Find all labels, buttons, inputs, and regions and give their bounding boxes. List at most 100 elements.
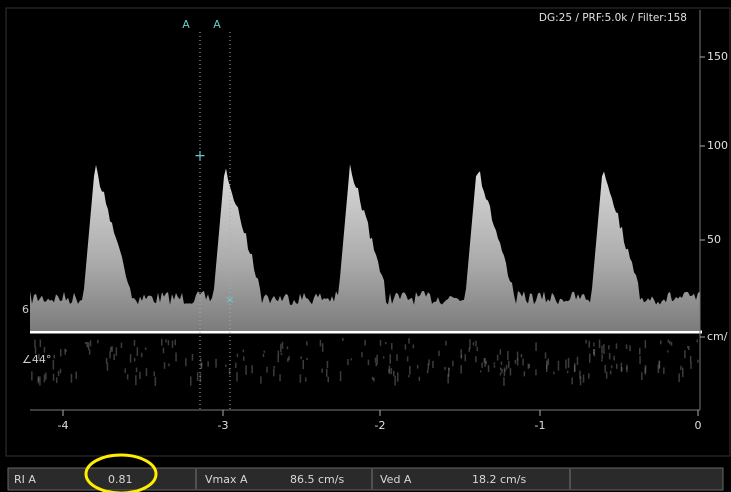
noise-speck <box>464 354 466 362</box>
noise-speck <box>516 351 519 361</box>
noise-speck <box>388 365 391 375</box>
noise-speck <box>658 360 661 368</box>
noise-speck <box>404 344 407 350</box>
noise-speck <box>191 353 194 361</box>
noise-speck <box>34 346 37 354</box>
scale-label: cm/ <box>707 330 728 343</box>
settings: DG:25 / PRF:5.0k / Filter:158 <box>539 12 687 24</box>
noise-speck <box>167 340 170 346</box>
noise-speck <box>535 369 537 376</box>
noise-speck <box>657 364 660 374</box>
noise-speck <box>129 354 132 363</box>
noise-speck <box>426 369 429 374</box>
scale-label: 50 <box>707 233 721 246</box>
noise-speck <box>601 354 603 360</box>
noise-speck <box>397 372 399 382</box>
noise-speck <box>52 373 55 381</box>
noise-speck <box>199 373 202 383</box>
noise-speck <box>165 339 167 343</box>
noise-speck <box>190 376 192 386</box>
noise-speck <box>522 358 524 366</box>
noise-speck <box>171 340 174 348</box>
noise-speck <box>135 375 137 386</box>
noise-speck <box>133 340 136 346</box>
noise-speck <box>280 353 283 356</box>
noise-speck <box>367 359 370 366</box>
noise-speck <box>321 368 323 373</box>
noise-speck <box>97 339 99 344</box>
noise-speck <box>678 373 680 383</box>
noise-speck <box>658 365 661 369</box>
noise-speck <box>573 365 576 372</box>
cursor-label: A <box>182 18 190 31</box>
noise-speck <box>347 359 349 366</box>
noise-speck <box>566 370 569 374</box>
angle-label: ∠44° <box>22 353 51 366</box>
noise-speck <box>644 367 646 375</box>
noise-speck <box>644 340 647 349</box>
noise-speck <box>113 354 115 360</box>
noise-speck <box>52 360 55 370</box>
noise-speck <box>326 368 328 377</box>
noise-speck <box>339 371 342 382</box>
noise-speck <box>200 357 202 362</box>
status-field: 86.5 cm/s <box>290 473 344 486</box>
noise-speck <box>87 342 90 351</box>
caliper-plus: + <box>194 148 206 164</box>
noise-speck <box>215 358 217 368</box>
noise-speck <box>326 360 329 368</box>
cursor-label: A <box>213 18 221 31</box>
noise-speck <box>523 371 526 377</box>
noise-speck <box>408 338 410 344</box>
noise-speck <box>110 346 112 352</box>
noise-speck <box>527 363 530 369</box>
noise-speck <box>601 359 603 362</box>
noise-speck <box>516 358 519 366</box>
noise-speck <box>670 341 673 346</box>
noise-speck <box>608 353 611 360</box>
noise-speck <box>38 353 40 360</box>
noise-speck <box>639 347 641 355</box>
noise-speck <box>588 340 590 348</box>
noise-speck <box>376 354 378 365</box>
noise-speck <box>43 374 46 383</box>
noise-speck <box>86 341 88 348</box>
noise-speck <box>70 373 73 383</box>
measurements: RI A 0.81 Vmax A 86.5 cm/s Ved A 18.2 cm/s <box>14 469 571 489</box>
noise-speck <box>680 365 682 370</box>
noise-speck <box>277 355 279 363</box>
noise-speck <box>321 343 324 352</box>
noise-speck <box>604 364 606 373</box>
noise-speck <box>394 375 396 386</box>
noise-speck <box>615 343 618 349</box>
noise-speck <box>175 352 177 362</box>
noise-speck <box>379 340 382 346</box>
noise-speck <box>126 374 129 380</box>
noise-speck <box>115 347 118 356</box>
noise-speck <box>408 375 410 378</box>
highlight-circle <box>84 453 158 492</box>
noise-speck <box>496 354 499 361</box>
noise-speck <box>385 342 387 345</box>
noise-speck <box>514 359 517 364</box>
noise-speck <box>460 349 462 359</box>
noise-speck <box>447 373 449 384</box>
noise-speck <box>273 369 275 377</box>
noise-speck <box>598 339 601 349</box>
noise-speck <box>89 340 92 347</box>
noise-speck <box>39 360 42 363</box>
noise-speck <box>493 362 496 365</box>
noise-speck <box>225 364 227 368</box>
noise-speck <box>245 365 247 375</box>
status-field: Ved A <box>380 473 412 486</box>
noise-speck <box>589 353 591 363</box>
noise-speck <box>509 368 512 376</box>
noise-speck <box>144 347 147 350</box>
noise-speck <box>476 346 478 352</box>
noise-speck <box>228 368 231 375</box>
noise-speck <box>185 358 187 367</box>
noise-speck <box>286 346 289 350</box>
noise-speck <box>39 339 42 347</box>
noise-speck <box>469 339 471 349</box>
